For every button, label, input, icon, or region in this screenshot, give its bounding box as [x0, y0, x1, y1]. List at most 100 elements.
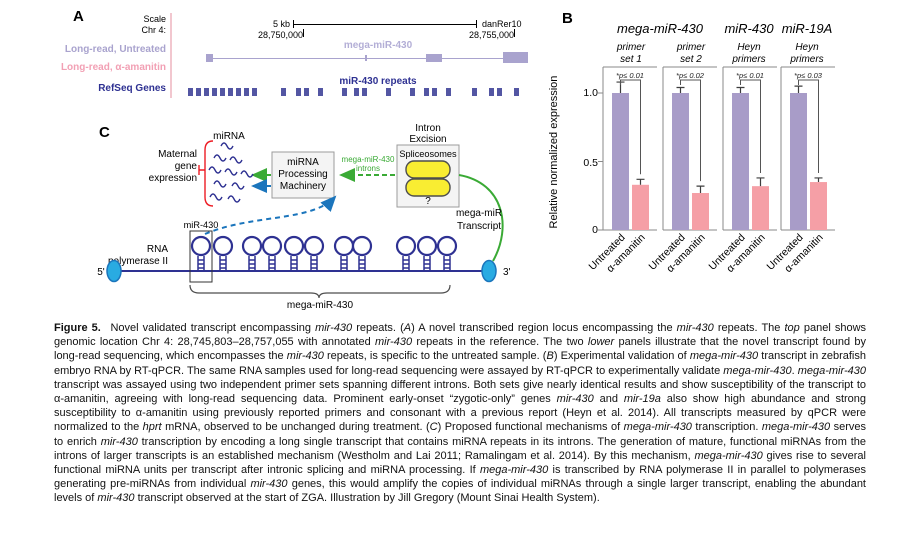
repression-t-bar	[198, 165, 205, 175]
scale-bar-right-tick	[476, 20, 477, 28]
track-label-untreated: Long-read, Untreated	[64, 44, 166, 55]
mirna-squiggle	[231, 182, 245, 190]
refseq-gene-box	[342, 88, 347, 96]
caption-text: mRNA, observed to be unchanged during tr…	[161, 421, 430, 434]
hairpin-loop	[261, 235, 283, 257]
caption-italic-term: mir-430	[250, 478, 288, 491]
hairpin-stem	[290, 256, 298, 271]
maternal-gene-expression-label: gene	[175, 161, 198, 172]
p-value: *p≤ 0.02	[676, 71, 705, 80]
refseq-gene-box	[252, 88, 257, 96]
coordinate-right: 28,755,000	[469, 30, 515, 40]
coordinate-right-tick	[514, 29, 515, 37]
rna-polymerase-oval	[481, 259, 497, 283]
hairpin-loop	[303, 235, 325, 257]
mega-mir-transcript-label: Transcript	[457, 221, 501, 232]
caption-italic-term: mir-430	[100, 435, 138, 448]
transcript-exon	[206, 54, 213, 62]
maternal-gene-expression-label: expression	[149, 173, 197, 184]
mirna-squiggle	[213, 180, 227, 188]
mirna-squiggle	[213, 154, 227, 162]
scale-bar-label: 5 kb	[272, 19, 290, 29]
mega-mir-430-span-label: mega-miR-430	[287, 300, 354, 311]
spliceosome-subunit	[405, 160, 451, 179]
transcript-exon	[365, 55, 367, 61]
panel-a-label: A	[73, 8, 84, 25]
mega-mir-430-introns-label: introns	[356, 164, 380, 173]
significance-bracket	[620, 79, 641, 175]
coordinate-left: 28,750,000	[258, 30, 304, 40]
refseq-gene-box	[296, 88, 301, 96]
track-divider-line	[170, 13, 172, 98]
error-bars	[794, 85, 823, 183]
hairpin-stem	[197, 256, 205, 271]
mega-mir-430-brace	[189, 284, 451, 299]
refseq-gene-box	[318, 88, 323, 96]
group-header-mega-mir-430: mega-miR-430	[617, 21, 704, 36]
caption-italic-term: lower	[587, 336, 615, 349]
caption-italic-term: mir-430	[286, 350, 324, 363]
track-label-amanitin: Long-read, α-amanitin	[60, 62, 166, 73]
bar-untreated	[732, 93, 749, 230]
caption-text: serves to enrich	[54, 421, 866, 448]
y-tick-label: 1.0	[583, 87, 598, 99]
panel-b-label: B	[562, 10, 573, 27]
hairpin-loop	[190, 235, 212, 257]
mirna-squiggle	[220, 142, 234, 150]
refseq-gene-box	[212, 88, 217, 96]
question-mark-label: ?	[425, 196, 431, 207]
intron-excision-label: Excision	[409, 134, 446, 145]
refseq-gene-box	[196, 88, 201, 96]
bar-amanitin	[692, 193, 709, 230]
mirna-squiggle	[224, 168, 238, 176]
mir-430-repeats-label: miR-430 repeats	[339, 76, 417, 87]
machinery-label: Machinery	[280, 181, 326, 192]
caption-text: genes, this would amplify the copies of …	[54, 478, 866, 505]
caption-text: repeats. The	[713, 322, 785, 334]
refseq-gene-box	[188, 88, 193, 96]
refseq-gene-box	[410, 88, 415, 96]
caption-text: transcript in zebrafish embryo RNA by RT…	[54, 350, 866, 377]
caption-italic-term: mir-430	[97, 492, 135, 505]
y-tick-label: 0	[592, 224, 598, 236]
mirna-processing-machinery-box	[271, 151, 335, 199]
refseq-gene-box	[220, 88, 225, 96]
hairpin-loop	[283, 235, 305, 257]
chromosome-label: Chr 4:	[141, 25, 166, 35]
significance-bracket	[798, 79, 819, 173]
hairpin-stem	[219, 256, 227, 271]
mirna-group-bracket	[204, 140, 214, 207]
caption-italic-term: A	[403, 322, 412, 334]
panel-c-label: C	[99, 124, 110, 141]
transcript-intron-line	[213, 57, 528, 59]
mega-mir-transcript-label: mega-miR	[456, 208, 502, 219]
p-value: *p≤ 0.01	[616, 71, 644, 80]
hairpin-stem	[310, 256, 318, 271]
mirna-squiggle	[227, 195, 241, 203]
refseq-gene-box	[446, 88, 451, 96]
machinery-label: miRNA	[287, 157, 319, 168]
mirna-squiggle	[209, 193, 223, 201]
bar-untreated	[790, 93, 807, 230]
subtitle: Heyn	[737, 42, 761, 53]
refseq-gene-box	[424, 88, 429, 96]
caption-text: transcript was assayed using two indepen…	[54, 378, 866, 406]
bar-untreated	[612, 93, 629, 230]
p-value: *p≤ 0.01	[736, 71, 764, 80]
figure-caption: Figure 5. Novel validated transcript enc…	[54, 321, 866, 506]
caption-text: transcript observed at the start of ZGA.…	[134, 492, 600, 505]
hairpin-loop	[333, 235, 355, 257]
scale-label: Scale	[143, 14, 166, 24]
hairpin-loop	[241, 235, 263, 257]
subtitle: set 2	[680, 54, 702, 65]
refseq-gene-box	[236, 88, 241, 96]
refseq-gene-box	[514, 88, 519, 96]
three-prime-label: 3'	[503, 267, 511, 278]
subtitle: primers	[731, 54, 765, 65]
hairpin-loop	[351, 235, 373, 257]
caption-text: .	[791, 364, 798, 377]
caption-text: repeats. (	[352, 322, 404, 334]
transcript-to-spliceosome-curve	[458, 174, 504, 262]
bar-amanitin	[752, 186, 769, 230]
caption-italic-term: mir-430	[315, 322, 353, 334]
